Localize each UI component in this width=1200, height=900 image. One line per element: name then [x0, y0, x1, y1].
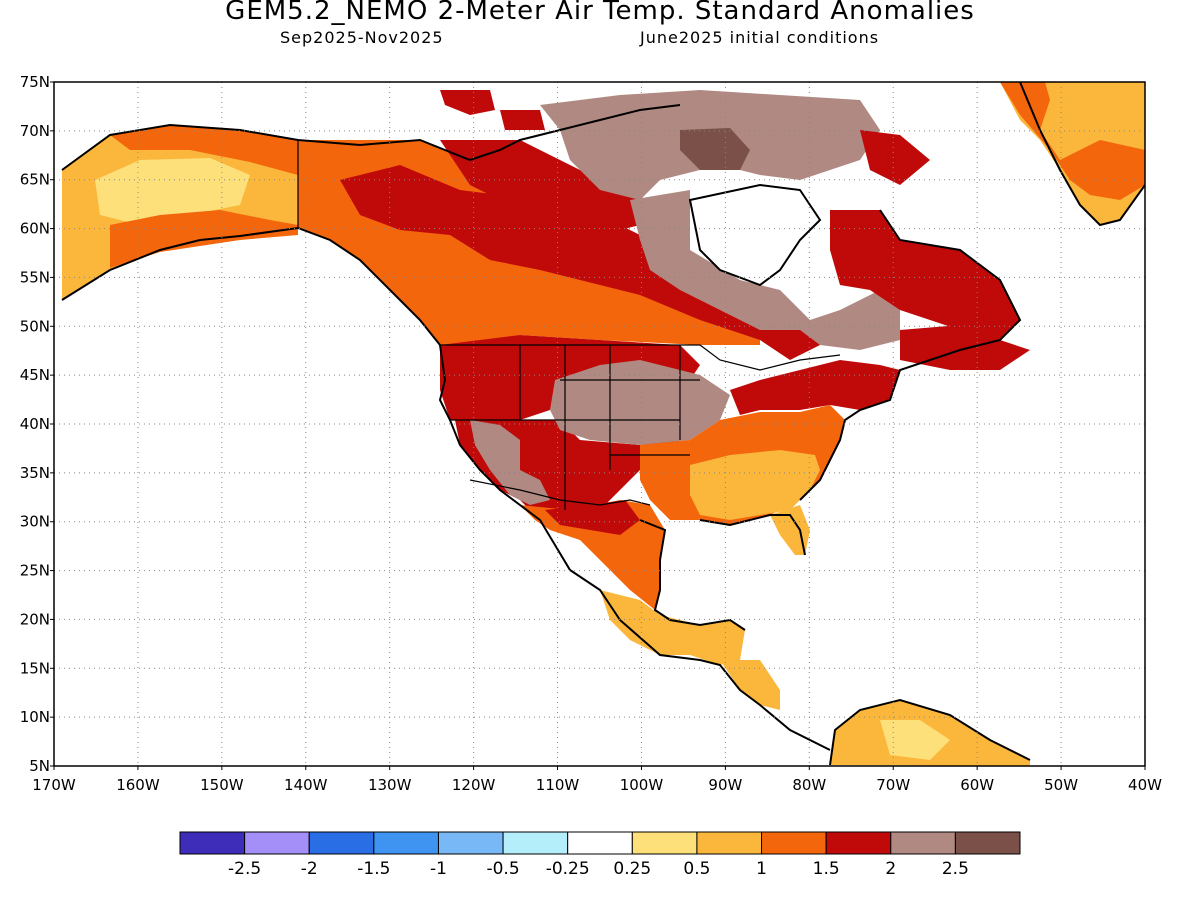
lat-tick-label: 15N	[20, 659, 50, 677]
legend-swatch	[631, 831, 698, 855]
us-southwest-brown	[470, 420, 550, 505]
lon-tick-label: 60W	[960, 776, 994, 794]
lat-tick-label: 5N	[29, 757, 50, 775]
northwest-red	[440, 140, 660, 230]
legend-swatch	[179, 831, 246, 855]
legend-label: -0.5	[486, 859, 519, 879]
legend-label: 2	[885, 859, 896, 879]
lon-tick-label: 110W	[536, 776, 580, 794]
hudson-bay	[690, 185, 820, 285]
forecast-period: Sep2025-Nov2025	[280, 28, 444, 47]
alaska-north	[110, 125, 298, 175]
legend-label: -2	[301, 859, 318, 879]
central-america-yellow	[720, 660, 780, 710]
legend-label: -2.5	[228, 859, 261, 879]
hudson-brown-region	[630, 190, 900, 350]
lat-tick-label: 75N	[20, 73, 50, 91]
legend-label: 2.5	[942, 859, 969, 879]
lat-tick-label: 70N	[20, 122, 50, 140]
mexico-south-yellow	[600, 590, 745, 665]
legend-label: -1.5	[357, 859, 390, 879]
florida	[770, 505, 810, 555]
legend-label: 0.5	[683, 859, 710, 879]
quebec-red-region	[830, 210, 1020, 340]
longitude-axis: 170W 160W 150W 140W 130W 120W 110W 100W 90W 80W 70…	[32, 766, 1162, 794]
lat-tick-label: 60N	[20, 220, 50, 238]
legend-swatch	[761, 831, 827, 855]
lat-tick-label: 20N	[20, 610, 50, 628]
legend-label: -1	[430, 859, 447, 879]
lon-tick-label: 90W	[708, 776, 742, 794]
lat-tick-label: 25N	[20, 562, 50, 580]
lon-tick-label: 140W	[284, 776, 328, 794]
lat-tick-label: 10N	[20, 708, 50, 726]
lon-tick-label: 170W	[32, 776, 76, 794]
lat-tick-label: 40N	[20, 415, 50, 433]
legend-swatch	[954, 831, 1021, 855]
lon-tick-label: 40W	[1128, 776, 1162, 794]
lon-tick-label: 70W	[876, 776, 910, 794]
mexico-red	[545, 500, 640, 535]
legend-swatch	[308, 831, 375, 855]
legend-swatch	[437, 831, 504, 855]
lat-tick-label: 55N	[20, 268, 50, 286]
lat-tick-label: 35N	[20, 464, 50, 482]
legend-swatch	[567, 831, 633, 855]
initial-conditions: June2025 initial conditions	[640, 28, 880, 47]
us-northeast-red	[730, 360, 900, 415]
political-borders	[297, 140, 841, 510]
canada-red-region	[340, 165, 820, 360]
lon-tick-label: 100W	[620, 776, 664, 794]
lat-tick-label: 30N	[20, 513, 50, 531]
color-legend: -2.5 -2 -1.5 -1 -0.5 -0.25 0.25 0.5 1 1.5 2 2.5	[179, 831, 1021, 879]
lon-tick-label: 150W	[200, 776, 244, 794]
lat-tick-label: 65N	[20, 171, 50, 189]
lon-tick-label: 160W	[116, 776, 160, 794]
us-southeast-yellow	[690, 450, 820, 520]
lon-tick-label: 120W	[452, 776, 496, 794]
coastlines	[61, 82, 1145, 766]
lat-tick-label: 50N	[20, 317, 50, 335]
arctic-red-islands	[440, 90, 930, 185]
lon-tick-label: 50W	[1044, 776, 1078, 794]
legend-label: -0.25	[546, 859, 590, 879]
legend-swatch	[696, 831, 763, 855]
lat-tick-label: 45N	[20, 366, 50, 384]
legend-label: 1	[756, 859, 767, 879]
legend-swatch	[890, 831, 956, 855]
legend-label: 1.5	[813, 859, 840, 879]
latitude-axis: 75N 70N 65N 60N 55N 50N 45N 40N 35N 30N 25N 20N 15N 1…	[20, 73, 54, 775]
legend-swatch	[825, 831, 892, 855]
legend-label: 0.25	[613, 859, 651, 879]
lon-tick-label: 80W	[792, 776, 826, 794]
legend-swatch	[244, 831, 310, 855]
south-america-yellow	[880, 720, 950, 760]
lon-tick-label: 130W	[368, 776, 412, 794]
gridlines	[54, 82, 1145, 766]
greenland-orange	[1000, 82, 1145, 200]
legend-swatch	[373, 831, 439, 855]
arctic-dark	[680, 128, 750, 170]
legend-swatch	[502, 831, 569, 855]
map-title: GEM5.2_NEMO 2-Meter Air Temp. Standard A…	[225, 0, 975, 26]
alaska-inner	[95, 158, 250, 225]
